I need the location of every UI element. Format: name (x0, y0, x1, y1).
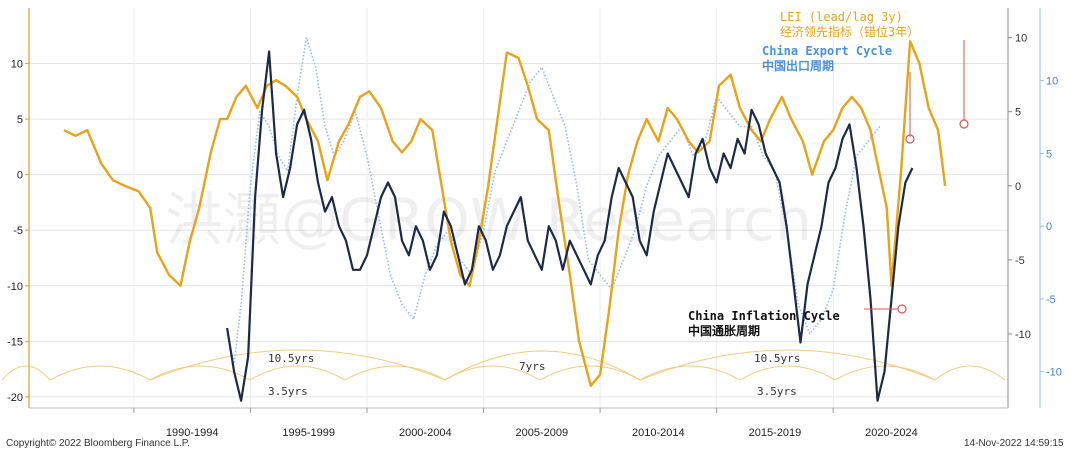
small-cycle-arc-0 (1, 365, 51, 381)
x-tick-label: 1990-1994 (166, 427, 219, 439)
left-axis-ticks: 10 5 0 -5 -10 -15 -20 (7, 59, 29, 404)
small-cycle-arc-8 (739, 365, 836, 381)
right1-tick-label: 5 (1015, 107, 1021, 119)
small-cycle-arc-3 (249, 365, 346, 381)
grid (29, 8, 1008, 408)
cycle-label-3-5-right: 3.5yrs (757, 385, 797, 398)
cycle-arcs (1, 349, 1006, 381)
left-tick-label: 5 (17, 114, 23, 126)
cycle-label-3-5-left: 3.5yrs (268, 385, 308, 398)
lei-label-en: LEI (lead/lag 3y) (780, 10, 903, 24)
x-tick-label: 2015-2019 (749, 427, 802, 439)
right1-tick-label: -10 (1015, 329, 1031, 341)
cycle-label-10-5-right: 10.5yrs (754, 352, 800, 365)
x-tick-label: 1995-1999 (282, 427, 335, 439)
export-cycle-line (226, 36, 881, 365)
right2-tick-label: -5 (1046, 294, 1056, 306)
left-tick-label: -15 (7, 336, 23, 348)
watermark: 洪灝@GROW Research (165, 186, 812, 254)
inflation-end-marker (897, 304, 907, 314)
left-tick-label: 10 (11, 59, 23, 71)
cycle-label-10-5-left: 10.5yrs (268, 352, 314, 365)
inflation-cycle-line (226, 50, 914, 402)
left-tick-label: 0 (17, 170, 23, 182)
lei-line (63, 40, 947, 387)
inflation-label-cn: 中国通胀周期 (688, 323, 760, 338)
right-axis-ticks-2: 10 5 0 -5 -10 (1040, 76, 1062, 379)
x-tick-label: 2010-2014 (632, 427, 685, 439)
series-layer (63, 36, 947, 402)
cycle-label-7: 7yrs (519, 360, 546, 373)
markers (864, 40, 969, 314)
cycle-arc-10-5-left (149, 349, 446, 381)
export-end-marker (905, 134, 915, 144)
right2-tick-label: 5 (1046, 148, 1052, 160)
lei-label-cn: 经济领先指标（错位3年） (780, 24, 919, 39)
right1-tick-label: 10 (1015, 33, 1027, 45)
export-label-cn: 中国出口周期 (762, 58, 834, 73)
cycle-arc-10-5-right (639, 349, 936, 381)
cycle-arc-7 (444, 350, 641, 381)
small-cycle-arc-2 (149, 365, 251, 381)
inflation-label-en: China Inflation Cycle (688, 309, 840, 323)
small-cycle-arc-7 (639, 365, 741, 381)
left-tick-label: -20 (7, 392, 23, 404)
x-axis-ticks: 1990-1994 1995-1999 2000-2004 2005-2009 2010… (133, 408, 918, 439)
x-tick-label: 2005-2009 (516, 427, 569, 439)
right2-tick-label: 0 (1046, 221, 1052, 233)
small-cycle-arc-4 (344, 365, 446, 381)
right1-tick-label: 0 (1015, 181, 1021, 193)
right1-tick-label: -5 (1015, 255, 1025, 267)
small-cycle-arc-10 (934, 365, 1006, 381)
x-tick-label: 2000-2004 (399, 427, 452, 439)
timestamp: 14-Nov-2022 14:59:15 (964, 438, 1064, 449)
small-cycle-arc-6 (539, 365, 641, 381)
right2-tick-label: 10 (1046, 76, 1058, 88)
x-tick-label: 2020-2024 (865, 427, 918, 439)
left-tick-label: -10 (7, 281, 23, 293)
copyright: Copyright© 2022 Bloomberg Finance L.P. (6, 438, 190, 449)
left-tick-label: -5 (13, 225, 23, 237)
right-axis-ticks-1: 10 5 0 -5 -10 (1008, 33, 1031, 341)
export-label-en: China Export Cycle (762, 44, 892, 58)
small-cycle-arc-1 (49, 365, 151, 381)
right2-tick-label: -10 (1046, 367, 1062, 379)
lei-end-marker (959, 119, 969, 129)
